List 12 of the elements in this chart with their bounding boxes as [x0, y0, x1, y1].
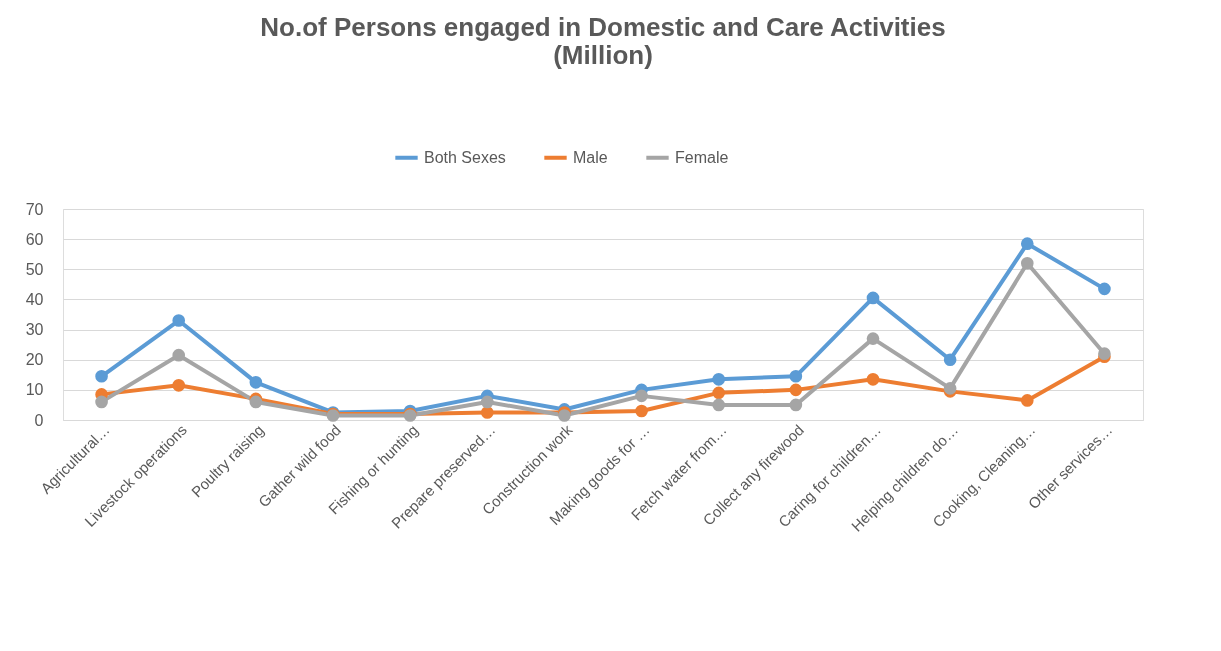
y-tick-label: 40 — [25, 290, 44, 308]
y-tick-label: 0 — [34, 411, 44, 429]
y-tick-label: 50 — [25, 260, 44, 278]
y-tick-label: 60 — [25, 230, 44, 248]
legend-label: Male — [573, 148, 608, 166]
y-tick-label: 20 — [25, 351, 44, 369]
y-tick-label: 70 — [25, 200, 44, 218]
chart-title: No.of Persons engaged in Domestic and Care Activities (Million) — [260, 12, 946, 70]
y-tick-label: 10 — [25, 381, 44, 399]
legend-label: Female — [675, 148, 729, 166]
legend-label: Both Sexes — [424, 148, 506, 166]
y-tick-label: 30 — [25, 321, 44, 339]
